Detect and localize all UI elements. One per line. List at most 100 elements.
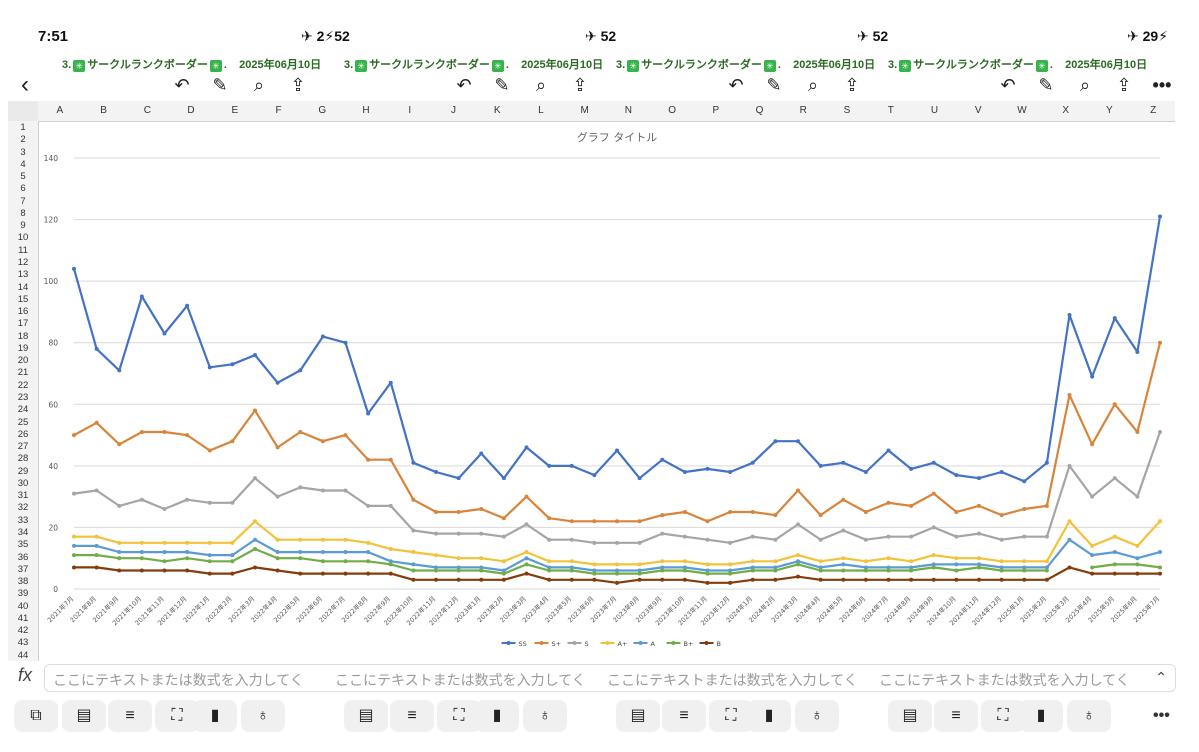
row-header-21[interactable]: 21 (17, 367, 29, 379)
row-header-11[interactable]: 11 (18, 244, 28, 256)
table-button[interactable]: ▤ (62, 700, 106, 732)
lightbulb-button[interactable]: ♁ (241, 700, 285, 732)
row-header-24[interactable]: 24 (17, 404, 29, 416)
more-icon[interactable]: ••• (1152, 75, 1172, 95)
row-header-29[interactable]: 29 (17, 465, 29, 477)
undo-icon[interactable]: ↶ (728, 75, 744, 95)
formula-input[interactable]: ここにテキストまたは数式を入力してく ここにテキストまたは数式を入力してく ここ… (44, 664, 1176, 692)
column-header-x[interactable]: X (1062, 105, 1069, 116)
markup-pen-icon[interactable]: ✎ (1038, 75, 1054, 95)
column-header-a[interactable]: A (56, 105, 64, 116)
column-header-bar[interactable]: A B C D E F G H I J K L M N O P Q R S T U V W X Y Z (38, 101, 1175, 122)
markup-pen-icon[interactable]: ✎ (494, 75, 510, 95)
row-header-19[interactable]: 19 (17, 342, 29, 354)
row-header-10[interactable]: 10 (17, 232, 29, 244)
row-header-32[interactable]: 32 (17, 502, 29, 514)
row-header-4[interactable]: 4 (20, 158, 26, 170)
column-header-s[interactable]: S (843, 105, 851, 116)
undo-icon[interactable]: ↶ (1000, 75, 1016, 95)
chevron-left-icon[interactable]: ‹ (21, 71, 29, 98)
column-header-q[interactable]: Q (755, 105, 764, 116)
row-header-12[interactable]: 12 (17, 257, 29, 268)
fill-button[interactable]: ⛶ (709, 700, 753, 732)
row-header-33[interactable]: 33 (17, 514, 29, 526)
search-icon[interactable]: ⌕ (535, 75, 547, 95)
table-button[interactable]: ▤ (888, 700, 932, 732)
row-header-20[interactable]: 20 (17, 355, 29, 367)
filter-button[interactable]: ≡ (934, 700, 978, 732)
row-header-6[interactable]: 6 (20, 183, 26, 195)
fill-button[interactable]: ⛶ (981, 700, 1025, 732)
column-header-w[interactable]: W (1017, 105, 1027, 116)
column-header-i[interactable]: I (408, 105, 412, 116)
undo-icon[interactable]: ↶ (456, 75, 472, 95)
table-button[interactable]: ▤ (344, 700, 388, 732)
more-icon[interactable]: ••• (1153, 707, 1170, 724)
row-header-25[interactable]: 25 (17, 416, 29, 428)
column-header-z[interactable]: Z (1150, 105, 1157, 116)
search-icon[interactable]: ⌕ (253, 75, 265, 95)
markup-pen-icon[interactable]: ✎ (766, 75, 782, 95)
column-header-b[interactable]: B (100, 105, 107, 116)
column-header-m[interactable]: M (580, 105, 589, 116)
row-header-bar[interactable]: 1 2 3 4 5 6 7 8 9 10 11 12 13 14 15 16 17 18 19 20 21 22 23 24 2… (8, 121, 39, 661)
row-header-41[interactable]: 41 (17, 612, 29, 624)
row-header-13[interactable]: 13 (17, 269, 29, 281)
lightbulb-button[interactable]: ♁ (1067, 700, 1111, 732)
column-header-t[interactable]: T (887, 105, 894, 116)
column-header-j[interactable]: J (450, 105, 456, 116)
format-brush-button[interactable]: ▮ (193, 700, 237, 732)
row-header-43[interactable]: 43 (17, 637, 29, 649)
row-header-9[interactable]: 9 (20, 220, 26, 232)
share-icon[interactable]: ⇪ (1116, 75, 1132, 95)
column-header-o[interactable]: O (668, 105, 676, 116)
format-brush-button[interactable]: ▮ (475, 700, 519, 732)
filter-button[interactable]: ≡ (108, 700, 152, 732)
column-header-y[interactable]: Y (1106, 105, 1113, 116)
row-header-30[interactable]: 30 (17, 477, 29, 489)
search-icon[interactable]: ⌕ (1079, 75, 1091, 95)
row-header-40[interactable]: 40 (17, 600, 29, 612)
share-icon[interactable]: ⇪ (844, 75, 860, 95)
row-header-1[interactable]: 1 (20, 122, 26, 133)
column-header-d[interactable]: D (187, 105, 195, 116)
fill-button[interactable]: ⛶ (155, 700, 199, 732)
row-header-28[interactable]: 28 (17, 453, 29, 465)
share-icon[interactable]: ⇪ (572, 75, 588, 95)
lightbulb-button[interactable]: ♁ (523, 700, 567, 732)
share-icon[interactable]: ⇪ (290, 75, 306, 95)
sheets-button[interactable]: ⧉ (14, 700, 58, 732)
table-button[interactable]: ▤ (616, 700, 660, 732)
column-header-e[interactable]: E (231, 105, 239, 116)
markup-pen-icon[interactable]: ✎ (212, 75, 228, 95)
column-header-l[interactable]: L (538, 105, 544, 116)
row-header-36[interactable]: 36 (17, 551, 29, 563)
column-header-u[interactable]: U (930, 105, 939, 116)
chevron-up-icon[interactable]: ⌃ (1155, 669, 1167, 685)
row-header-38[interactable]: 38 (17, 576, 29, 588)
row-header-18[interactable]: 18 (17, 330, 29, 342)
filter-button[interactable]: ≡ (662, 700, 706, 732)
row-header-42[interactable]: 42 (17, 625, 29, 637)
row-header-37[interactable]: 37 (17, 563, 29, 575)
row-header-22[interactable]: 22 (17, 379, 29, 391)
row-header-5[interactable]: 5 (20, 171, 26, 183)
column-header-f[interactable]: F (275, 105, 282, 116)
row-header-7[interactable]: 7 (20, 195, 26, 207)
column-header-p[interactable]: P (712, 105, 720, 116)
undo-icon[interactable]: ↶ (174, 75, 190, 95)
filter-button[interactable]: ≡ (390, 700, 434, 732)
search-icon[interactable]: ⌕ (807, 75, 819, 95)
row-header-14[interactable]: 14 (17, 281, 29, 293)
row-header-17[interactable]: 17 (17, 318, 29, 330)
row-header-16[interactable]: 16 (17, 306, 29, 318)
row-header-26[interactable]: 26 (17, 428, 29, 440)
row-header-2[interactable]: 2 (20, 134, 26, 146)
row-header-44[interactable]: 44 (17, 649, 29, 661)
column-header-h[interactable]: H (362, 105, 370, 116)
row-header-3[interactable]: 3 (20, 146, 26, 158)
format-brush-button[interactable]: ▮ (1019, 700, 1063, 732)
column-header-g[interactable]: G (318, 105, 327, 116)
column-header-c[interactable]: C (143, 105, 151, 116)
row-header-35[interactable]: 35 (17, 539, 29, 551)
